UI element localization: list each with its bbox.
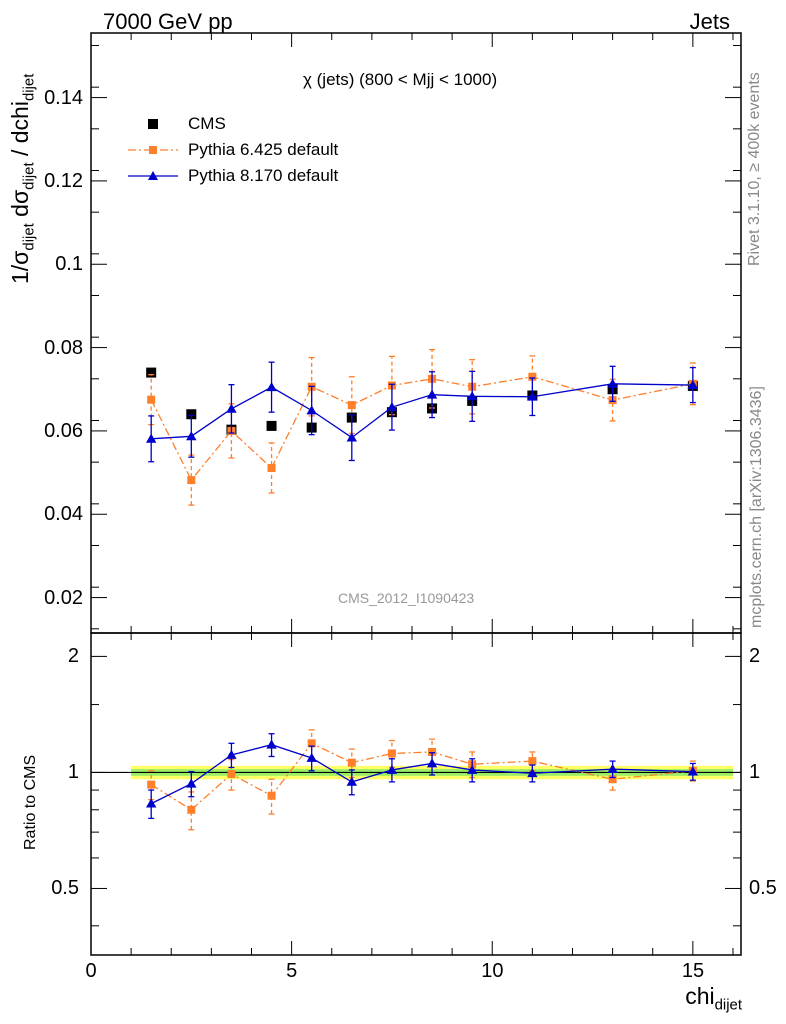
data-point-1 xyxy=(528,372,537,381)
data-point-2 xyxy=(687,379,699,389)
data-point-2 xyxy=(386,401,398,412)
data-point-2 xyxy=(346,432,358,442)
ratio-point-1 xyxy=(426,758,438,768)
ratio-tick-label-right: 2 xyxy=(749,645,761,668)
x-axis-label: chidijet xyxy=(685,983,742,1014)
legend-marker-pythia8 xyxy=(148,171,158,180)
ratio-line-0 xyxy=(150,742,693,811)
y-tick-label: 0.08 xyxy=(44,336,83,359)
data-point-2 xyxy=(145,433,157,443)
data-point-1 xyxy=(347,401,356,410)
ratio-tick-label-left: 0.5 xyxy=(51,877,79,900)
y-tick-label: 0.04 xyxy=(44,503,83,526)
ratio-point-1 xyxy=(226,749,237,759)
ratio-point-0 xyxy=(428,747,437,756)
data-point-2 xyxy=(266,381,277,392)
series-line-2 xyxy=(151,383,693,440)
x-tick-label: 15 xyxy=(681,960,705,982)
data-point-2 xyxy=(527,391,538,401)
analysis-tag: CMS_2012_I1090423 xyxy=(338,590,475,606)
y-tick-label: 0.02 xyxy=(44,586,83,609)
data-point-2 xyxy=(306,405,317,415)
ratio-point-1 xyxy=(386,764,398,774)
ratio-point-1 xyxy=(607,763,618,774)
ratio-point-0 xyxy=(528,757,537,766)
chart-title: χ (jets) (800 < Mjj < 1000) xyxy=(303,70,498,89)
ratio-point-0 xyxy=(227,770,236,779)
data-point-2 xyxy=(466,391,478,401)
ratio-point-1 xyxy=(687,766,699,776)
ratio-point-0 xyxy=(187,805,196,814)
header-left: 7000 GeV pp xyxy=(103,9,233,34)
ratio-point-0 xyxy=(347,758,356,767)
ratio-point-1 xyxy=(266,739,277,749)
x-tick-label: 0 xyxy=(85,960,97,982)
legend-label-pythia6: Pythia 6.425 default xyxy=(188,140,339,159)
ratio-point-1 xyxy=(186,778,197,788)
ratio-plot-frame xyxy=(90,632,742,956)
ratio-point-0 xyxy=(307,739,316,748)
series-layer xyxy=(145,349,699,831)
y-tick-label: 0.1 xyxy=(55,253,83,276)
rivet-label: Rivet 3.1.10, ≥ 400k events xyxy=(746,72,763,266)
ratio-tick-label-left: 2 xyxy=(67,645,79,668)
data-point-1 xyxy=(267,464,276,472)
ratio-point-1 xyxy=(306,752,317,762)
y-tick-label: 0.06 xyxy=(44,419,83,442)
ratio-point-1 xyxy=(466,764,478,774)
data-point-1 xyxy=(187,476,196,485)
ratio-point-0 xyxy=(267,791,276,800)
legend-label-cms: CMS xyxy=(188,114,226,133)
data-point-2 xyxy=(226,403,237,413)
data-point-0 xyxy=(266,420,277,431)
legend-label-pythia8: Pythia 8.170 default xyxy=(188,166,339,185)
data-point-2 xyxy=(426,389,438,399)
ratio-point-1 xyxy=(145,798,157,808)
cms-uncertainty-band xyxy=(91,765,741,780)
data-point-2 xyxy=(607,378,618,388)
data-point-1 xyxy=(147,395,156,404)
ratio-line-1 xyxy=(150,744,693,805)
legend xyxy=(128,119,178,180)
ratio-y-axis-label: Ratio to CMS xyxy=(22,754,39,850)
ratio-point-1 xyxy=(346,776,358,786)
y-axis-label: 1/σdijet dσdijet / dchidijet xyxy=(7,73,38,284)
y-tick-label: 0.12 xyxy=(44,169,83,192)
legend-marker-cms xyxy=(148,119,158,129)
mcplots-label: mcplots.cern.ch [arXiv:1306.3436] xyxy=(748,386,765,628)
ratio-tick-label-left: 1 xyxy=(67,761,79,784)
ratio-point-0 xyxy=(608,775,617,784)
ratio-point-0 xyxy=(387,749,396,758)
header-right: Jets xyxy=(689,9,730,34)
x-tick-label: 5 xyxy=(286,960,298,982)
ratio-point-0 xyxy=(147,780,156,789)
data-point-0 xyxy=(186,409,197,420)
ratio-point-1 xyxy=(527,768,538,778)
legend-marker-pythia6 xyxy=(149,146,157,154)
data-point-2 xyxy=(186,431,197,441)
ratio-tick-label-right: 1 xyxy=(749,761,761,784)
y-tick-label: 0.14 xyxy=(44,86,83,109)
ratio-tick-label-right: 0.5 xyxy=(749,877,777,900)
data-point-0 xyxy=(146,367,157,378)
x-tick-label: 10 xyxy=(481,960,504,982)
